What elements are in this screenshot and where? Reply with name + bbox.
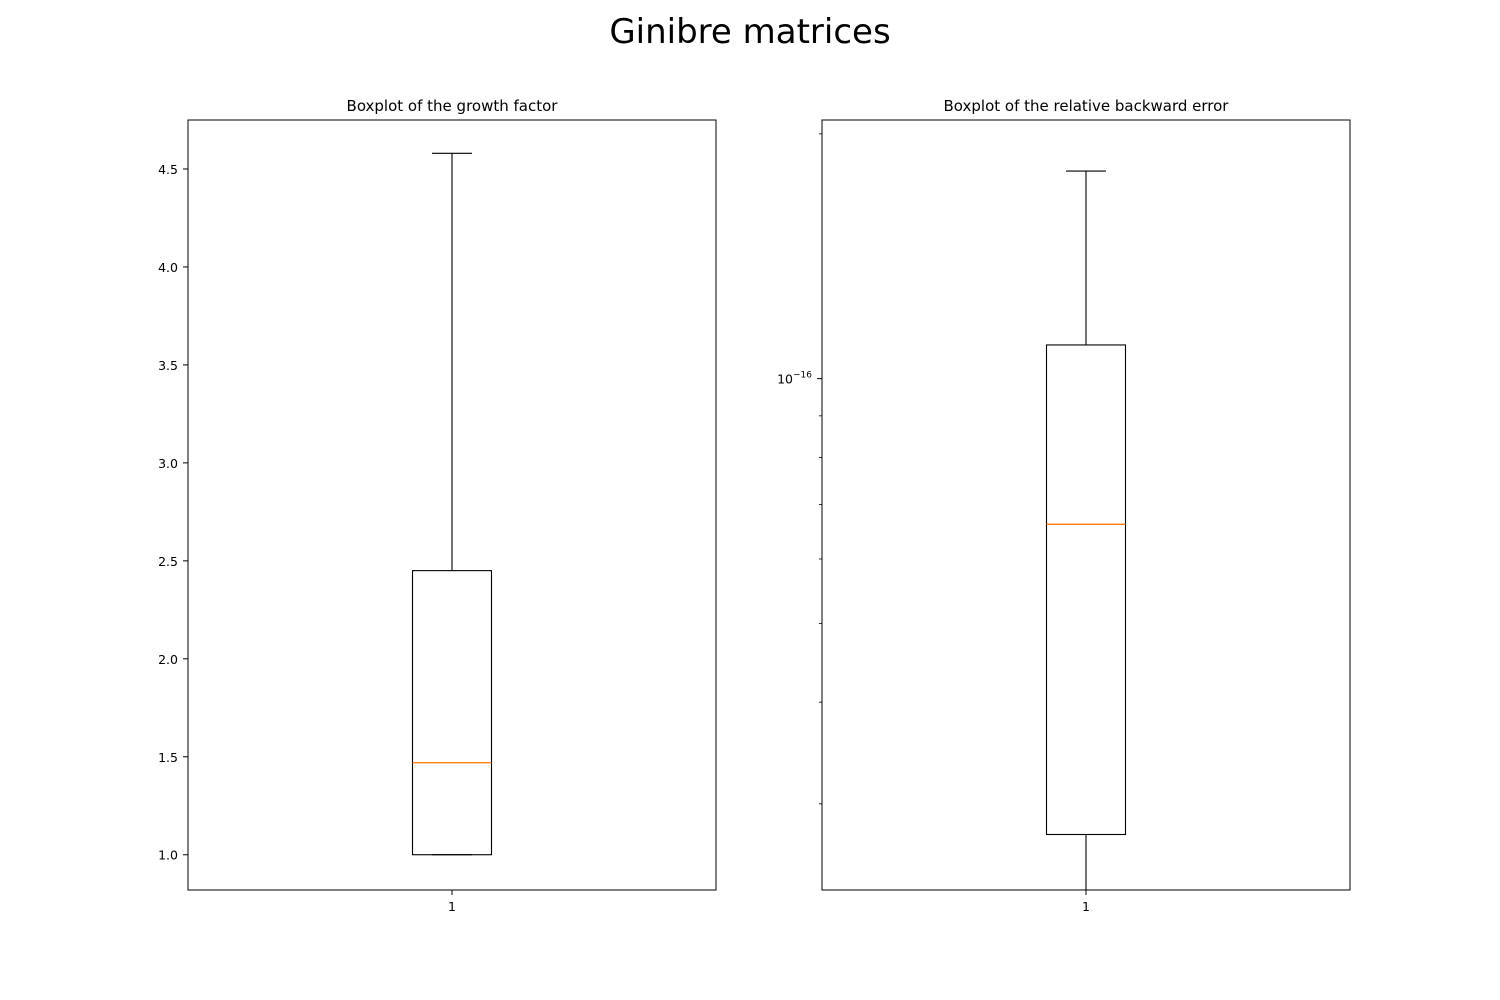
box-iqr bbox=[1045, 344, 1127, 836]
axes-frame bbox=[187, 119, 717, 891]
y-tick-label: 4.0 bbox=[158, 260, 178, 275]
axes-frame bbox=[821, 119, 1351, 891]
y-tick-label: 3.0 bbox=[158, 456, 178, 471]
subplot-title: Boxplot of the relative backward error bbox=[944, 97, 1230, 115]
y-tick-label: 2.5 bbox=[158, 554, 178, 569]
y-tick-label: 10−16 bbox=[777, 371, 812, 387]
figure-title: Ginibre matrices bbox=[609, 12, 891, 52]
x-tick-label: 1 bbox=[448, 899, 456, 914]
x-tick-label: 1 bbox=[1082, 899, 1090, 914]
backward-error-panel: Boxplot of the relative backward error 10… bbox=[777, 97, 1351, 914]
y-tick-label: 3.5 bbox=[158, 358, 178, 373]
y-tick-label: 4.5 bbox=[158, 162, 178, 177]
y-tick-label: 1.0 bbox=[158, 848, 178, 863]
y-tick-label: 2.0 bbox=[158, 652, 178, 667]
box-iqr bbox=[411, 570, 493, 856]
growth-factor-panel: Boxplot of the growth factor 1.0 1.5 2.0 2.5… bbox=[158, 97, 717, 914]
y-tick-label: 1.5 bbox=[158, 750, 178, 765]
subplot-title: Boxplot of the growth factor bbox=[347, 97, 559, 115]
